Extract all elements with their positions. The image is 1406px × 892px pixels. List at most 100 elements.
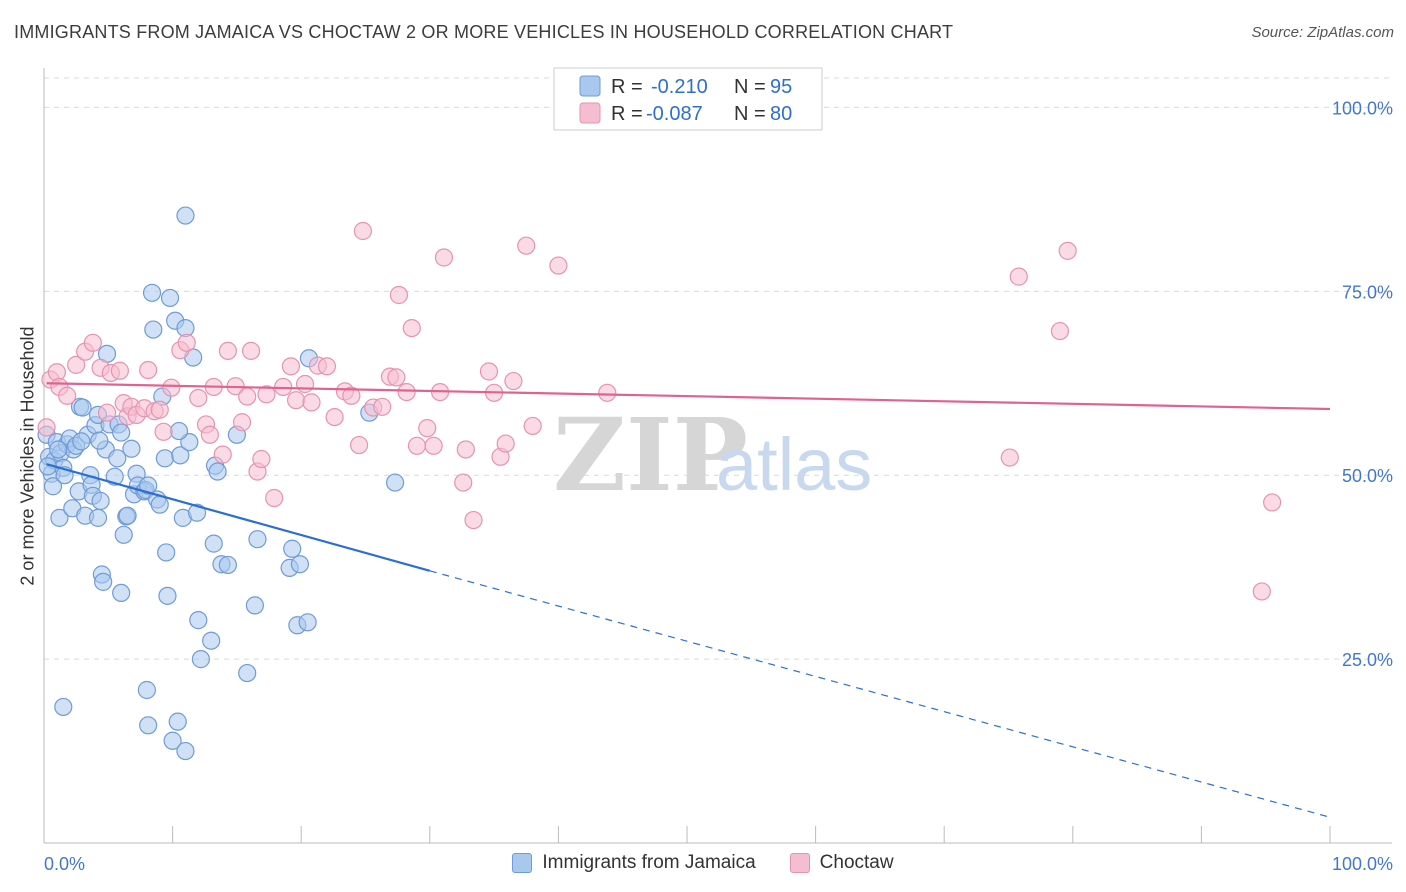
point-jamaica	[118, 506, 137, 525]
point-choctaw	[177, 333, 196, 352]
point-choctaw	[456, 440, 475, 459]
point-choctaw	[454, 473, 473, 492]
legend-swatch-choctaw	[579, 102, 601, 124]
y-tick-label: 50.0%	[1342, 466, 1393, 486]
legend-n-value-choctaw: 80	[770, 103, 792, 125]
point-choctaw	[218, 341, 237, 360]
x-tick-label: 100.0%	[1332, 854, 1393, 874]
point-choctaw	[317, 357, 337, 376]
point-jamaica	[90, 431, 109, 450]
trend-layer	[46, 382, 1331, 818]
point-choctaw	[139, 360, 158, 380]
watermark: ZIP atlas	[553, 396, 872, 514]
point-jamaica	[72, 432, 91, 451]
point-choctaw	[424, 436, 443, 455]
point-jamaica	[114, 525, 133, 544]
point-jamaica	[248, 530, 267, 549]
point-choctaw	[257, 385, 276, 404]
legend-n-label-jamaica: N =	[734, 76, 766, 98]
points-layer	[37, 206, 1282, 761]
point-jamaica	[91, 491, 110, 511]
chart-title: IMMIGRANTS FROM JAMAICA VS CHOCTAW 2 OR …	[14, 22, 954, 42]
watermark-atlas: atlas	[716, 423, 872, 506]
y-tick-label: 100.0%	[1332, 98, 1393, 118]
point-jamaica	[142, 283, 162, 302]
trend-line-jamaica	[46, 463, 431, 572]
point-jamaica	[88, 508, 108, 527]
point-choctaw	[479, 362, 499, 381]
point-choctaw	[286, 391, 306, 410]
point-choctaw	[154, 422, 173, 441]
watermark-zip: ZIP	[553, 396, 748, 514]
point-jamaica	[158, 586, 177, 605]
point-jamaica	[150, 495, 169, 514]
point-choctaw	[281, 357, 301, 376]
point-choctaw	[232, 413, 252, 432]
point-jamaica	[168, 712, 187, 731]
point-jamaica	[122, 439, 141, 458]
legend-n-label-choctaw: N =	[734, 103, 766, 125]
x-tick-label: 0.0%	[44, 854, 85, 874]
point-choctaw	[238, 387, 257, 406]
point-jamaica	[238, 663, 257, 683]
point-jamaica	[204, 534, 223, 553]
point-jamaica	[160, 288, 180, 308]
point-jamaica	[187, 503, 207, 522]
point-choctaw	[1058, 241, 1077, 260]
chart-source: Source: ZipAtlas.com	[1251, 24, 1394, 41]
point-jamaica	[218, 555, 237, 575]
point-jamaica	[202, 631, 221, 650]
point-jamaica	[73, 398, 92, 417]
point-jamaica	[283, 539, 302, 558]
point-jamaica	[54, 697, 73, 717]
bottom-legend-swatch-choctaw	[789, 853, 810, 873]
point-choctaw	[349, 435, 369, 455]
point-choctaw	[37, 418, 56, 437]
point-choctaw	[97, 403, 117, 422]
legend-r-value-choctaw: -0.087	[646, 103, 703, 125]
point-choctaw	[389, 285, 409, 305]
point-jamaica	[139, 476, 158, 495]
point-jamaica	[169, 421, 189, 441]
trend-line-choctaw	[46, 382, 1331, 411]
point-choctaw	[598, 383, 617, 402]
legend-r-label-choctaw: R =	[611, 103, 643, 125]
point-choctaw	[464, 510, 483, 530]
point-jamaica	[298, 613, 317, 632]
point-choctaw	[241, 341, 261, 360]
point-choctaw	[83, 333, 102, 352]
point-choctaw	[1000, 448, 1019, 467]
point-choctaw	[434, 248, 454, 267]
point-jamaica	[189, 611, 208, 630]
trend-line-jamaica-extension	[429, 570, 1331, 818]
point-jamaica	[385, 473, 405, 492]
point-jamaica	[176, 741, 195, 761]
point-jamaica	[163, 731, 182, 750]
point-jamaica	[139, 716, 158, 735]
point-choctaw	[373, 397, 392, 416]
point-choctaw	[1050, 321, 1070, 341]
bottom-legend-label-choctaw: Choctaw	[819, 852, 894, 873]
point-jamaica	[137, 680, 156, 700]
point-choctaw	[47, 363, 66, 382]
legend-n-value-jamaica: 95	[770, 76, 792, 98]
y-tick-label: 25.0%	[1342, 650, 1393, 670]
point-choctaw	[504, 371, 523, 391]
legend-r-value-jamaica: -0.210	[651, 76, 708, 98]
point-choctaw	[549, 256, 568, 275]
point-choctaw	[1263, 493, 1282, 512]
point-jamaica	[290, 555, 310, 574]
point-jamaica	[112, 583, 131, 603]
point-jamaica	[108, 449, 127, 468]
point-choctaw	[387, 368, 406, 387]
ticks-layer: 100.0% 75.0% 50.0% 25.0% 0.0% 100.0%	[44, 98, 1393, 874]
point-choctaw	[402, 318, 421, 338]
point-choctaw	[58, 386, 77, 405]
legend-r-label-jamaica: R =	[611, 76, 643, 98]
bottom-legend: Immigrants from Jamaica Choctaw	[0, 852, 1406, 874]
point-jamaica	[176, 206, 195, 225]
bottom-legend-item-choctaw: Choctaw	[789, 852, 894, 874]
point-choctaw	[252, 449, 271, 469]
legend-swatch-jamaica	[579, 75, 601, 97]
